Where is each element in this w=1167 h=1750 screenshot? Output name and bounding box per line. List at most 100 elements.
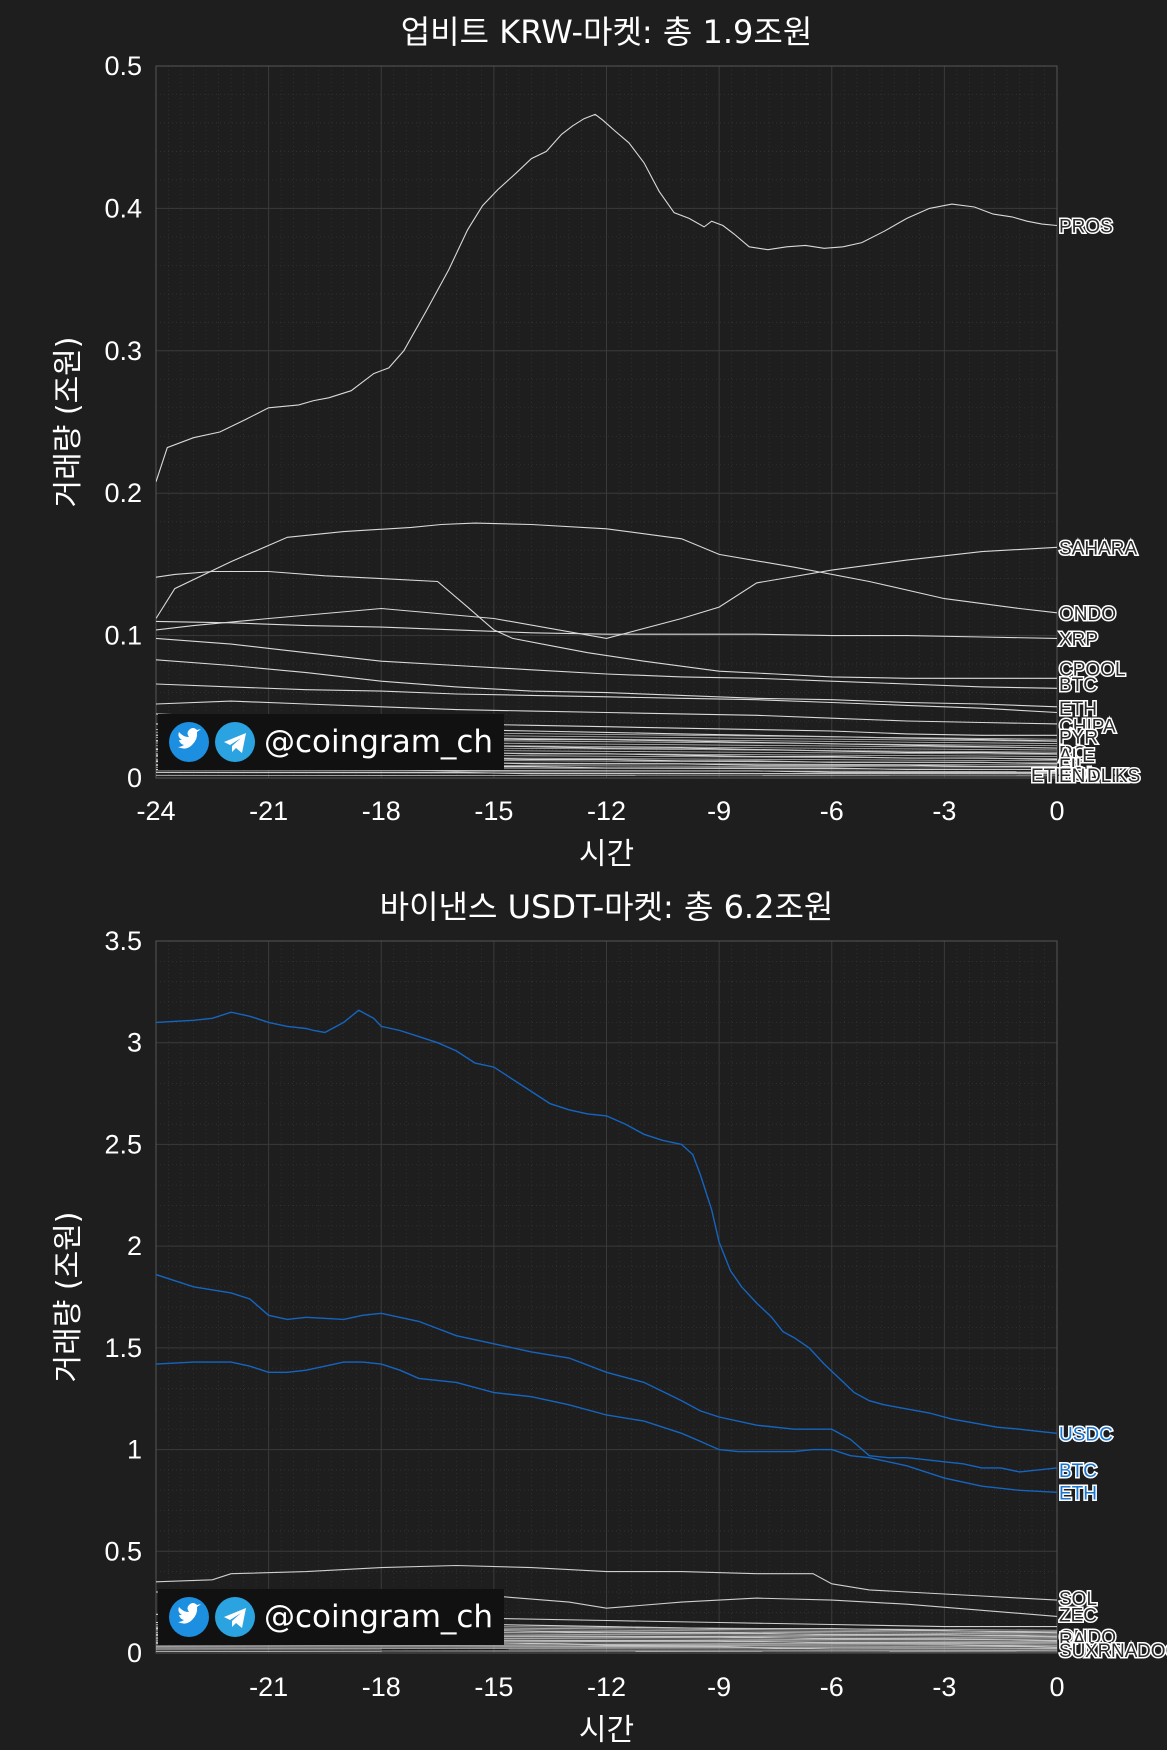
series-end-label: RO	[1059, 743, 1088, 764]
y-tick-label: 1	[127, 1435, 142, 1465]
x-tick-label: -21	[249, 1672, 288, 1702]
x-tick-label: -9	[707, 796, 731, 826]
x-tick-label: -3	[932, 796, 956, 826]
series-end-label: SAHARA	[1059, 538, 1137, 559]
minor-series-line	[155, 1646, 1058, 1649]
y-tick-label: 3	[127, 1028, 142, 1058]
minor-series-line	[155, 772, 1058, 775]
series-end-label: ALE	[1059, 746, 1095, 767]
series-end-label: SOL	[1059, 1589, 1097, 1610]
axes-box	[155, 65, 1058, 779]
watermark: @coingram_ch	[158, 1589, 504, 1645]
series-line-btc	[156, 1273, 1057, 1473]
series-end-label: SOL	[1059, 765, 1097, 786]
series-group	[156, 113, 1057, 775]
series-line-sol	[156, 1564, 1057, 1601]
series-line	[156, 683, 1057, 714]
y-tick-label: 2	[127, 1231, 142, 1261]
series-end-label: PYR	[1059, 728, 1098, 749]
minor-series-line	[155, 769, 1058, 772]
x-tick-label: -18	[362, 1672, 401, 1702]
minor-grid	[155, 65, 1057, 779]
series-line-usdc	[156, 1009, 1057, 1434]
series-end-label: FIL	[1059, 756, 1086, 777]
series-end-label: RA	[1059, 1630, 1086, 1651]
x-tick-label: -15	[474, 796, 513, 826]
y-tick-label: 0.4	[104, 193, 142, 223]
telegram-icon	[215, 722, 255, 762]
telegram-icon-circle	[215, 1597, 255, 1637]
series-end-label: XRP	[1085, 1641, 1124, 1662]
series-end-label: ETH	[1059, 1483, 1097, 1504]
series-end-label: ZEC	[1059, 1605, 1097, 1626]
chart-title: 업비트 KRW-마켓: 총 1.9조원	[401, 13, 813, 51]
x-tick-label: 0	[1049, 796, 1064, 826]
series-line-pros	[156, 113, 1057, 482]
series-line-ondo	[156, 522, 1057, 619]
series-line-btc	[156, 637, 1057, 689]
series-end-label: USDC	[1059, 1424, 1113, 1445]
series-end-label: ONDO	[1059, 1628, 1116, 1649]
series-end-label: KS	[1115, 766, 1140, 787]
series-end-label: NA	[1111, 1641, 1138, 1662]
series-end-label: DLE	[1087, 766, 1124, 787]
x-tick-label: -15	[474, 1672, 513, 1702]
series-end-label: ETH	[1031, 766, 1069, 787]
series-end-label: SUI	[1059, 1641, 1091, 1662]
series-end-label: ONDO	[1059, 604, 1116, 625]
x-tick-label: -24	[136, 796, 175, 826]
y-tick-label: 1.5	[104, 1333, 142, 1363]
series-end-label: CPOOL	[1059, 659, 1126, 680]
watermark-handle: @coingram_ch	[264, 724, 493, 760]
twitter-icon	[169, 722, 209, 762]
minor-series-line	[155, 774, 1058, 777]
y-tick-label: 3.5	[104, 926, 142, 956]
y-tick-label: 0.1	[104, 621, 142, 651]
x-axis-label: 시간	[579, 837, 634, 872]
series-end-label: XRP	[1059, 629, 1098, 650]
y-tick-label: 0.5	[104, 51, 142, 81]
y-tick-label: 0	[127, 763, 142, 793]
series-end-label: BTC	[1059, 1461, 1097, 1482]
series-end-label: ENA	[1059, 766, 1098, 787]
x-axis-label: 시간	[579, 1713, 634, 1748]
x-tick-label: -9	[707, 1672, 731, 1702]
watermark: @coingram_ch	[158, 714, 504, 770]
series-line-cpool	[156, 570, 1057, 679]
y-tick-label: 0	[127, 1638, 142, 1668]
minor-series-line	[155, 1649, 1058, 1651]
x-tick-label: -3	[932, 1672, 956, 1702]
series-line-sahara	[156, 546, 1057, 639]
telegram-icon	[215, 1597, 255, 1637]
y-tick-label: 0.2	[104, 478, 142, 508]
y-tick-label: 0.3	[104, 336, 142, 366]
chart-panel-1: -24 -21 -18 -15 -12 -9 -6 -3 0 0 0.1 0.2 0.3 0.4 0.5 업비…	[51, 13, 1142, 872]
series-end-label: BTC	[1059, 675, 1097, 696]
minor-series-line	[155, 1647, 1058, 1650]
chart-title: 바이낸스 USDT-마켓: 총 6.2조원	[380, 888, 834, 926]
series-line-xrp	[156, 620, 1057, 639]
minor-series-line	[155, 1644, 1058, 1648]
telegram-plane	[224, 733, 246, 753]
series-end-label: DOGE	[1137, 1641, 1167, 1662]
series-line	[156, 659, 1057, 708]
axes-box	[155, 940, 1058, 1654]
x-tick-label: -6	[820, 1672, 844, 1702]
x-tick-label: -12	[587, 1672, 626, 1702]
y-tick-label: 2.5	[104, 1129, 142, 1159]
x-tick-label: -18	[362, 796, 401, 826]
x-tick-label: -12	[587, 796, 626, 826]
series-end-label: PROS	[1059, 216, 1113, 237]
chart-panel-2: -21 -18 -15 -12 -9 -6 -3 0 0 0.5 1 1.5 2 2.5 3 3.5 바이낸스 …	[51, 888, 1167, 1748]
y-axis-label: 거래량 (조원)	[51, 1212, 86, 1383]
x-tick-label: -21	[249, 796, 288, 826]
twitter-bird	[178, 1603, 201, 1624]
series-end-label: CHIPA	[1059, 716, 1116, 737]
series-line-chipa	[156, 700, 1057, 725]
x-tick-label: -6	[820, 796, 844, 826]
y-axis-label: 거래량 (조원)	[51, 337, 86, 508]
watermark-handle: @coingram_ch	[264, 1599, 493, 1635]
